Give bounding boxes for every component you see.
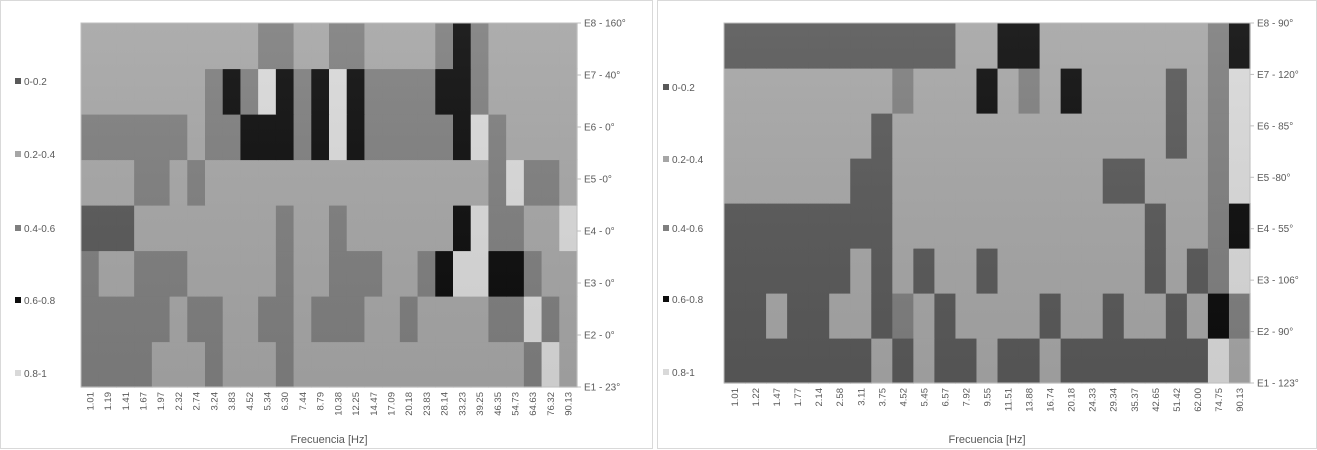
x-tick-label: 29.34 xyxy=(1109,388,1120,412)
series-label: E1 - 123° xyxy=(1257,379,1299,390)
series-label: E1 - 23° xyxy=(584,383,620,394)
x-tick-label: 5.34 xyxy=(263,392,274,411)
series-label: E7 - 120° xyxy=(1257,70,1299,81)
x-tick-label: 6.57 xyxy=(940,388,951,407)
legend-swatch xyxy=(663,369,669,375)
legend-label: 0.6-0.8 xyxy=(672,295,704,306)
x-tick-label: 90.13 xyxy=(564,392,575,416)
series-label: E2 - 90° xyxy=(1257,327,1293,338)
x-tick-label: 62.00 xyxy=(1193,388,1204,412)
x-tick-label: 4.52 xyxy=(245,392,256,411)
legend-label: 0-0.2 xyxy=(672,83,695,94)
legend-swatch xyxy=(15,297,21,303)
x-tick-label: 51.42 xyxy=(1172,388,1183,412)
series-label: E3 - 0° xyxy=(584,279,615,290)
x-tick-label: 12.25 xyxy=(351,392,362,416)
legend-label: 0.2-0.4 xyxy=(24,150,56,161)
x-tick-label: 5.45 xyxy=(919,388,930,407)
legend-swatch xyxy=(663,84,669,90)
series-label: E4 - 55° xyxy=(1257,224,1293,235)
surface-shading xyxy=(724,23,1250,383)
legend-swatch xyxy=(15,370,21,376)
x-tick-label: 2.14 xyxy=(814,388,825,407)
x-tick-label: 1.01 xyxy=(85,392,96,411)
x-tick-label: 9.55 xyxy=(983,388,994,407)
chart-panel-right: 0-0.2 0.2-0.4 0.4-0.6 0.6-0.8 0.8-1 E1 - 123°… xyxy=(657,0,1317,449)
x-tick-label: 8.79 xyxy=(316,392,327,411)
x-tick-label: 2.58 xyxy=(835,388,846,407)
x-tick-label: 3.11 xyxy=(856,388,867,406)
series-label: E6 - 85° xyxy=(1257,121,1293,132)
x-tick-label: 46.35 xyxy=(493,392,504,416)
x-tick-label: 39.25 xyxy=(475,392,486,416)
x-tick-label: 42.65 xyxy=(1151,388,1162,412)
x-tick-label: 6.30 xyxy=(280,392,291,411)
x-tick-label: 23.83 xyxy=(422,392,433,416)
x-tick-label: 10.38 xyxy=(333,392,344,416)
x-tick-label: 20.18 xyxy=(1067,388,1078,412)
series-label: E3 - 106° xyxy=(1257,276,1299,287)
legend-label: 0.6-0.8 xyxy=(24,296,56,307)
x-tick-label: 13.88 xyxy=(1025,388,1036,412)
x-tick-label: 7.92 xyxy=(961,388,972,407)
series-label: E5 -0° xyxy=(584,175,612,186)
series-label: E6 - 0° xyxy=(584,123,615,134)
x-tick-label: 2.32 xyxy=(174,392,185,411)
plot-border xyxy=(80,22,578,388)
x-tick-label: 90.13 xyxy=(1235,388,1246,412)
x-axis-title: Frecuencia [Hz] xyxy=(290,434,367,446)
x-tick-label: 20.18 xyxy=(404,392,415,416)
x-tick-label: 35.37 xyxy=(1130,388,1141,412)
heatmap-chart-right: 0-0.2 0.2-0.4 0.4-0.6 0.6-0.8 0.8-1 E1 - 123°… xyxy=(663,19,1299,446)
series-label: E7 - 40° xyxy=(584,71,620,82)
legend-label: 0.8-1 xyxy=(24,369,47,380)
x-tick-label: 28.14 xyxy=(440,392,451,416)
legend-label: 0.4-0.6 xyxy=(672,224,704,235)
x-tick-label: 11.51 xyxy=(1004,388,1015,411)
x-tick-label: 74.75 xyxy=(1214,388,1225,412)
x-tick-label: 1.01 xyxy=(730,388,741,407)
x-axis-title: Frecuencia [Hz] xyxy=(948,434,1025,446)
legend-label: 0.8-1 xyxy=(672,368,695,379)
x-tick-label: 7.44 xyxy=(298,392,309,411)
x-tick-label: 54.73 xyxy=(511,392,522,416)
x-tick-label: 1.47 xyxy=(772,388,783,407)
x-tick-label: 3.83 xyxy=(227,392,238,411)
x-tick-label: 1.19 xyxy=(103,392,114,411)
x-tick-label: 64.63 xyxy=(528,392,539,416)
x-tick-label: 2.74 xyxy=(192,392,203,411)
legend-label: 0.2-0.4 xyxy=(672,155,704,166)
x-tick-label: 17.09 xyxy=(387,392,398,416)
legend-label: 0-0.2 xyxy=(24,77,47,88)
legend-swatch xyxy=(15,151,21,157)
x-tick-label: 14.47 xyxy=(369,392,380,416)
series-label: E2 - 0° xyxy=(584,331,615,342)
x-tick-label: 33.23 xyxy=(457,392,468,416)
legend-swatch xyxy=(15,225,21,231)
x-tick-label: 24.33 xyxy=(1088,388,1099,412)
legend-swatch xyxy=(663,156,669,162)
x-tick-label: 76.32 xyxy=(546,392,557,416)
legend-swatch xyxy=(663,296,669,302)
x-tick-label: 1.97 xyxy=(156,392,167,411)
chart-panel-left: 0-0.2 0.2-0.4 0.4-0.6 0.6-0.8 0.8-1 E1 - 23° E… xyxy=(0,0,653,449)
x-tick-label: 1.67 xyxy=(139,392,150,411)
x-tick-label: 1.77 xyxy=(793,388,804,407)
surface-shading xyxy=(81,23,577,387)
legend-label: 0.4-0.6 xyxy=(24,224,56,235)
series-label: E4 - 0° xyxy=(584,227,615,238)
x-tick-label: 1.22 xyxy=(751,388,762,407)
series-label: E5 -80° xyxy=(1257,173,1290,184)
legend-swatch xyxy=(663,225,669,231)
series-label: E8 - 90° xyxy=(1257,19,1293,30)
x-tick-label: 1.41 xyxy=(121,392,132,411)
x-tick-label: 4.52 xyxy=(898,388,909,407)
x-tick-label: 16.74 xyxy=(1046,388,1057,412)
legend-swatch xyxy=(15,78,21,84)
heatmap-chart-left: 0-0.2 0.2-0.4 0.4-0.6 0.6-0.8 0.8-1 E1 - 23° E… xyxy=(15,19,626,446)
x-tick-label: 3.24 xyxy=(209,392,220,411)
x-tick-label: 3.75 xyxy=(877,388,888,407)
plot-border xyxy=(723,22,1251,384)
series-label: E8 - 160° xyxy=(584,19,626,30)
